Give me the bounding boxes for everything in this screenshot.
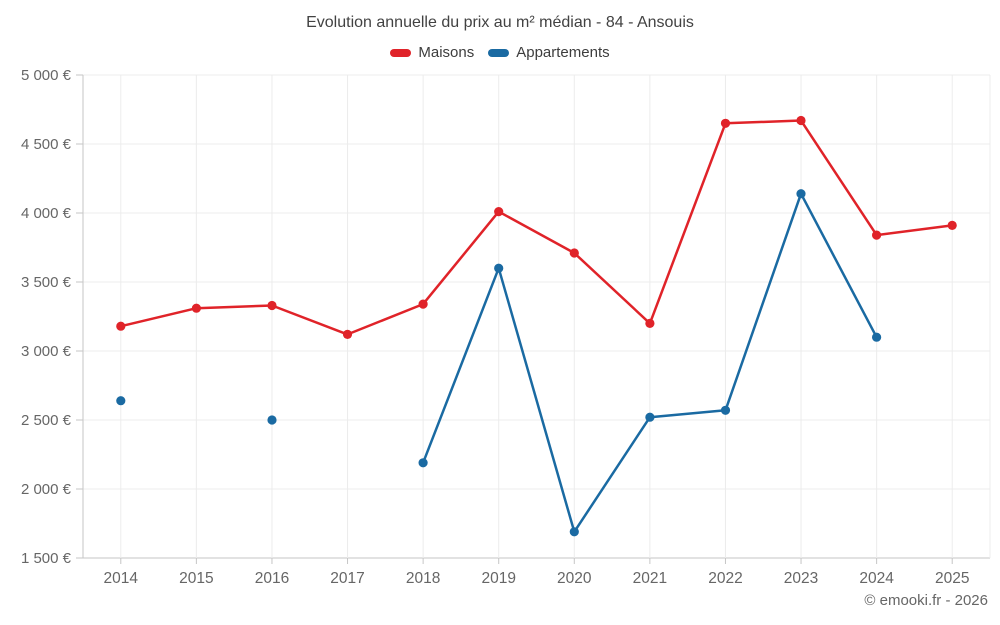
appartements-point-2014[interactable] [116,396,126,406]
maisons-point-2020[interactable] [569,248,579,258]
x-tick-label: 2020 [557,570,592,587]
maisons-point-2022[interactable] [720,118,731,128]
x-tick-label: 2025 [935,570,969,587]
x-tick-label: 2016 [255,570,289,587]
maisons-point-2025[interactable] [947,220,957,230]
appartements-point-2019[interactable] [494,263,504,273]
x-tick-label: 2017 [330,570,364,587]
y-tick-label: 4 000 € [21,205,72,222]
maisons-point-2018[interactable] [418,299,428,309]
y-tick-label: 2 000 € [21,481,72,498]
x-tick-label: 2022 [708,570,742,587]
legend-item-appartements[interactable]: Appartements [488,44,610,61]
y-tick-label: 2 500 € [21,412,72,429]
x-tick-label: 2023 [784,570,818,587]
maisons-point-2016[interactable] [267,300,277,311]
legend-swatch-maisons [390,48,412,57]
maisons-point-2015[interactable] [191,303,201,313]
x-tick-label: 2015 [179,570,213,587]
y-tick-label: 5 000 € [21,67,72,84]
maisons-point-2014[interactable] [116,321,126,331]
legend-label: Appartements [516,44,610,61]
y-tick-label: 3 000 € [21,343,72,360]
x-tick-label: 2024 [859,570,894,587]
x-tick-label: 2021 [633,570,667,587]
appartements-point-2016[interactable] [267,415,277,425]
legend-label: Maisons [418,44,475,61]
maisons-point-2019[interactable] [494,207,504,217]
maisons-point-2024[interactable] [872,230,882,240]
chart-legend: Maisons Appartements [0,44,1000,61]
appartements-point-2023[interactable] [796,189,806,199]
y-tick-label: 3 500 € [21,274,72,291]
x-tick-label: 2019 [481,570,515,587]
maisons-point-2023[interactable] [796,115,806,126]
appartements-point-2020[interactable] [569,527,579,537]
copyright-text: © emooki.fr - 2026 [864,592,988,609]
appartements-point-2024[interactable] [872,332,882,342]
maisons-point-2017[interactable] [342,329,353,339]
x-tick-label: 2014 [104,570,139,587]
maisons-point-2021[interactable] [645,318,655,328]
legend-swatch-appartements [488,48,510,57]
maisons-line [119,119,954,336]
appartements-point-2022[interactable] [720,405,731,415]
y-tick-label: 4 500 € [21,136,72,153]
x-tick-label: 2018 [406,570,440,587]
chart-title: Evolution annuelle du prix au m² médian … [306,14,694,31]
appartements-point-2021[interactable] [645,412,655,422]
y-tick-label: 1 500 € [21,550,72,567]
appartements-point-2018[interactable] [418,458,428,468]
legend-item-maisons[interactable]: Maisons [390,44,474,61]
